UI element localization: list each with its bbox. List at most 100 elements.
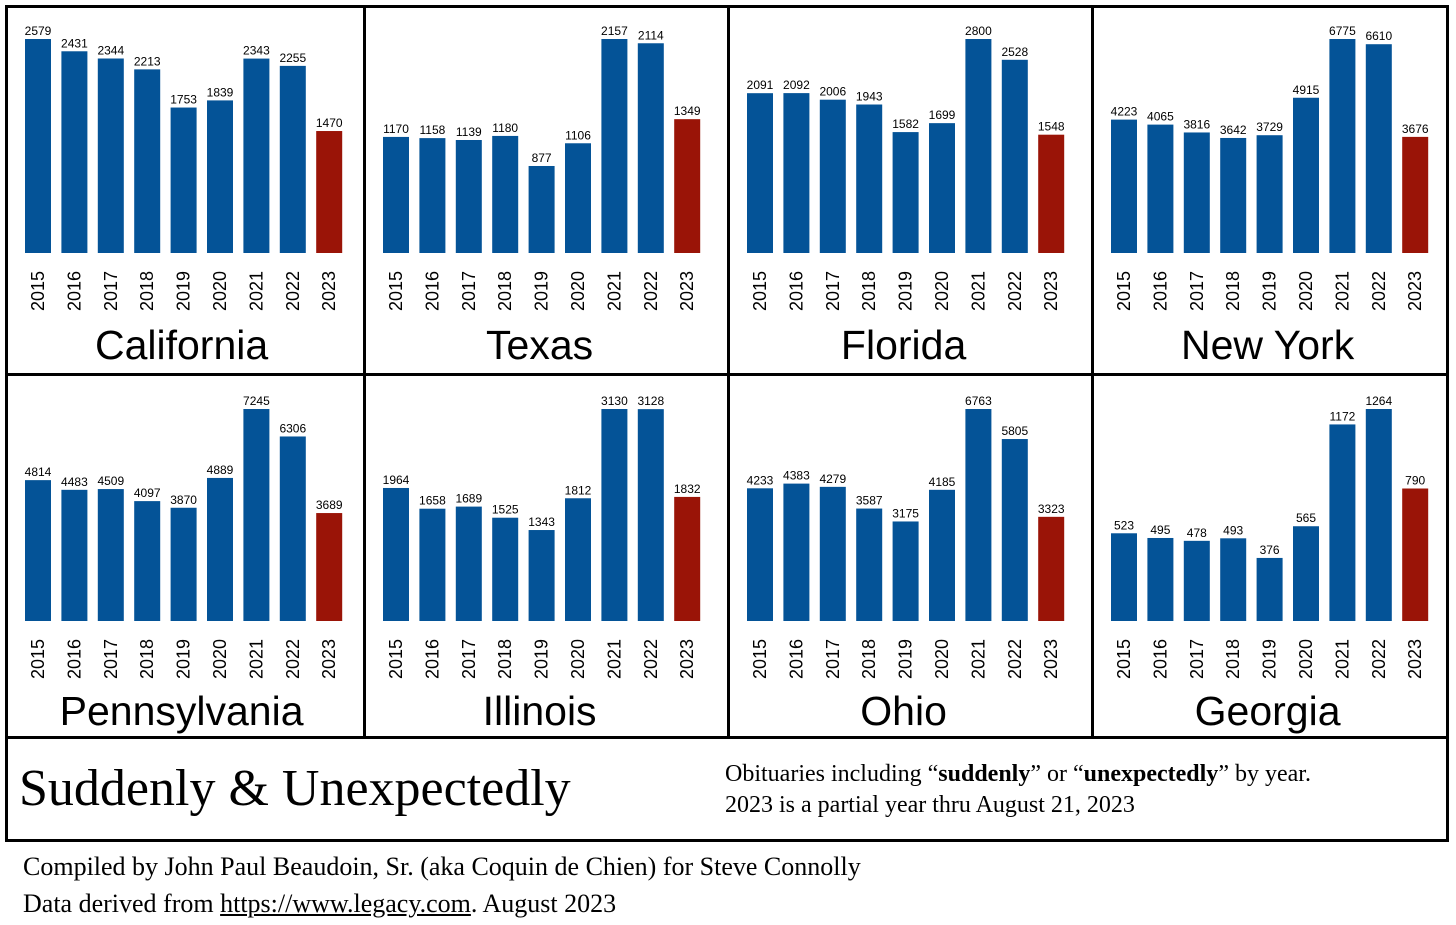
bar-2022: [1365, 409, 1392, 621]
bar-chart: 4233 2015 4383 2016 4279 2017 3587 2018 3175 2019…: [727, 373, 1094, 739]
tick-label: 2022: [1369, 639, 1389, 679]
bar-2015: [1111, 533, 1137, 621]
data-label: 877: [532, 151, 552, 165]
data-label: 1689: [455, 492, 482, 506]
data-label: 1180: [492, 121, 518, 135]
tick-label: 2022: [1005, 271, 1025, 311]
state-panel-florida: 2091 2015 2092 2016 2006 2017 1943 2018 1582 2019…: [727, 5, 1094, 376]
description-prefix: Obituaries including “: [725, 761, 939, 787]
data-label: 1658: [419, 494, 446, 508]
bar-2020: [929, 489, 955, 621]
source-link[interactable]: https://www.legacy.com: [220, 889, 471, 918]
chart-main-title: Suddenly & Unexpectedly: [19, 760, 571, 817]
tick-label: 2020: [210, 639, 230, 679]
bar-2015: [383, 136, 409, 253]
tick-label: 2016: [64, 271, 84, 311]
keyword-unexpectedly: unexpectedly: [1083, 761, 1219, 787]
data-label: 1343: [528, 515, 555, 529]
bar-2021: [243, 58, 270, 254]
data-label: 3130: [601, 394, 628, 408]
bar-2023: [1038, 134, 1065, 253]
bar-2019: [528, 530, 555, 621]
data-label: 1964: [383, 473, 410, 487]
state-panel-texas: 1170 2015 1158 2016 1139 2017 1180 2018 877 2019 1…: [363, 5, 730, 376]
bar-chart: 4223 2015 4065 2016 3816 2017 3642 2018 3729 2019…: [1091, 5, 1449, 376]
credits-prefix: Data derived from: [23, 889, 221, 918]
data-label: 1170: [383, 122, 409, 136]
tick-label: 2017: [823, 639, 843, 679]
tick-label: 2023: [677, 639, 697, 679]
data-label: 790: [1405, 474, 1425, 488]
bar-2020: [565, 143, 591, 253]
chart-grid: 2579 2015 2431 2016 2344 2017 2213 2018 1753 2019…: [5, 5, 1449, 741]
caption-box: Suddenly & Unexpectedly Obituaries inclu…: [5, 739, 1449, 842]
tick-label: 2019: [1260, 639, 1280, 679]
bar-2018: [1220, 137, 1247, 253]
bar-chart: 2579 2015 2431 2016 2344 2017 2213 2018 1753 2019…: [5, 5, 366, 376]
tick-label: 2023: [1405, 271, 1425, 311]
data-label: 1172: [1329, 409, 1355, 423]
state-panel-pennsylvania: 4814 2015 4483 2016 4509 2017 4097 2018 3870 2019…: [5, 373, 366, 739]
tick-label: 2019: [174, 271, 194, 311]
data-label: 5805: [1001, 424, 1028, 438]
bar-2016: [1147, 537, 1174, 621]
bar-2020: [207, 100, 233, 253]
data-label: 4223: [1111, 105, 1138, 119]
bar-2018: [492, 517, 519, 621]
tick-label: 2018: [137, 271, 157, 311]
bar-2015: [747, 93, 773, 253]
data-label: 523: [1114, 518, 1134, 532]
bar-2023: [674, 496, 701, 621]
data-label: 1753: [170, 93, 197, 107]
data-label: 4065: [1147, 110, 1174, 124]
bar-2021: [601, 39, 628, 253]
data-label: 3676: [1402, 122, 1429, 136]
data-label: 2431: [61, 36, 88, 50]
data-label: 1349: [674, 104, 701, 118]
data-label: 2157: [601, 24, 628, 38]
data-label: 2213: [134, 54, 161, 68]
data-label: 2006: [819, 85, 846, 99]
tick-label: 2015: [1114, 639, 1134, 679]
bar-2021: [243, 409, 270, 621]
tick-label: 2021: [246, 639, 266, 679]
tick-label: 2016: [1150, 271, 1170, 311]
data-label: 6610: [1365, 29, 1392, 43]
bar-2022: [637, 409, 664, 621]
data-label: 478: [1187, 526, 1207, 540]
bar-2023: [1038, 516, 1065, 621]
bar-2023: [1402, 136, 1429, 253]
bar-2020: [565, 498, 591, 621]
data-label: 493: [1223, 523, 1243, 537]
data-label: 4097: [134, 486, 161, 500]
tick-label: 2018: [1223, 639, 1243, 679]
bar-2022: [1001, 439, 1028, 621]
tick-label: 2016: [64, 639, 84, 679]
tick-label: 2020: [1296, 639, 1316, 679]
tick-label: 2017: [1187, 271, 1207, 311]
bar-2019: [170, 507, 197, 621]
credits: Compiled by John Paul Beaudoin, Sr. (aka…: [23, 848, 861, 922]
credits-suffix: . August 2023: [470, 889, 617, 918]
data-label: 2344: [97, 43, 124, 57]
data-label: 1264: [1365, 394, 1392, 408]
bar-2019: [1256, 135, 1283, 253]
state-title: Florida: [841, 322, 967, 368]
tick-label: 2022: [1369, 271, 1389, 311]
bar-chart: 4814 2015 4483 2016 4509 2017 4097 2018 3870 2019…: [5, 373, 366, 739]
data-label: 1470: [316, 116, 343, 130]
bar-2017: [455, 506, 482, 621]
tick-label: 2022: [1005, 639, 1025, 679]
bar-2015: [383, 487, 409, 621]
tick-label: 2019: [174, 639, 194, 679]
bar-2021: [965, 409, 992, 621]
data-label: 1548: [1038, 120, 1065, 134]
data-label: 4185: [929, 475, 956, 489]
data-label: 4509: [97, 474, 124, 488]
bar-2016: [61, 489, 88, 621]
tick-label: 2020: [568, 639, 588, 679]
tick-label: 2020: [568, 271, 588, 311]
bar-2022: [279, 65, 306, 253]
bar-2020: [1293, 97, 1319, 254]
state-panel-georgia: 523 2015 495 2016 478 2017 493 2018 376 2019 565 20…: [1091, 373, 1449, 739]
